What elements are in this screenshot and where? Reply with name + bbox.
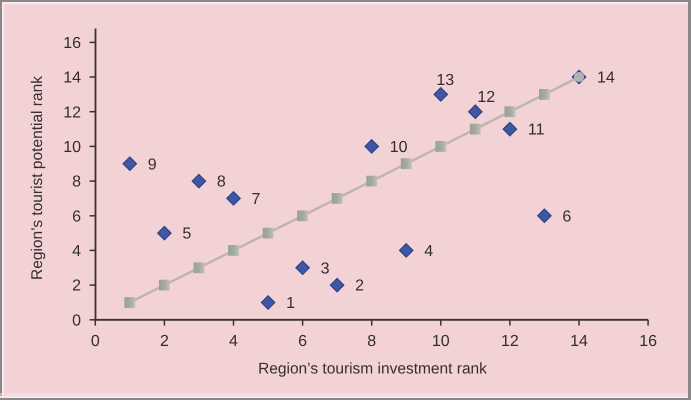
svg-text:2: 2: [72, 278, 81, 295]
svg-text:11: 11: [528, 122, 545, 139]
svg-text:5: 5: [182, 226, 191, 243]
svg-text:3: 3: [321, 260, 330, 277]
svg-text:14: 14: [597, 70, 615, 87]
svg-text:8: 8: [217, 174, 226, 191]
svg-text:8: 8: [72, 174, 81, 191]
svg-text:12: 12: [501, 333, 519, 350]
svg-text:14: 14: [570, 333, 588, 350]
svg-text:6: 6: [298, 333, 307, 350]
svg-text:6: 6: [562, 208, 571, 225]
svg-text:8: 8: [367, 333, 376, 350]
svg-text:10: 10: [432, 333, 450, 350]
svg-text:0: 0: [91, 333, 100, 350]
svg-text:4: 4: [424, 243, 433, 260]
svg-text:10: 10: [63, 139, 81, 156]
svg-text:4: 4: [72, 243, 81, 260]
svg-text:14: 14: [63, 70, 81, 87]
svg-text:16: 16: [639, 333, 657, 350]
svg-text:6: 6: [72, 208, 81, 225]
svg-text:4: 4: [229, 333, 238, 350]
svg-text:Region’s tourism investment ra: Region’s tourism investment rank: [258, 361, 487, 378]
svg-text:10: 10: [390, 139, 408, 156]
svg-text:12: 12: [477, 89, 495, 106]
svg-text:16: 16: [63, 35, 81, 52]
svg-text:13: 13: [436, 72, 454, 89]
svg-text:2: 2: [160, 333, 169, 350]
svg-text:1: 1: [286, 295, 295, 312]
svg-text:2: 2: [355, 278, 364, 295]
svg-text:7: 7: [252, 191, 261, 208]
svg-text:0: 0: [72, 312, 81, 329]
svg-text:Region’s tourist potential ran: Region’s tourist potential rank: [29, 76, 46, 280]
svg-text:9: 9: [148, 156, 157, 173]
svg-text:12: 12: [63, 104, 81, 121]
